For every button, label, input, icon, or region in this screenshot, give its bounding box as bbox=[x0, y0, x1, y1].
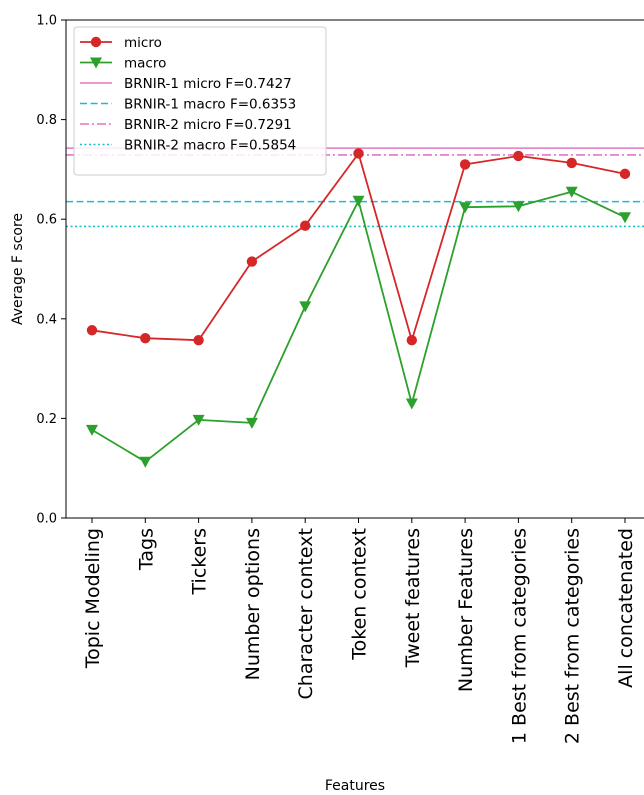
x-tick-label: Tags bbox=[135, 528, 157, 571]
x-tick-label: Number Features bbox=[455, 528, 477, 692]
data-point-macro bbox=[299, 301, 312, 313]
y-tick-label: 0.8 bbox=[36, 113, 57, 128]
legend-entry: macro bbox=[80, 56, 166, 72]
legend-entry: micro bbox=[80, 35, 162, 51]
legend-entry: BRNIR-2 macro F=0.5854 bbox=[80, 138, 296, 154]
legend-entry: BRNIR-2 micro F=0.7291 bbox=[80, 117, 292, 133]
data-point-macro bbox=[459, 202, 472, 214]
y-axis-label: Average F score bbox=[10, 213, 26, 325]
data-point-macro bbox=[565, 186, 578, 198]
data-point-macro bbox=[245, 417, 258, 429]
x-tick-label: Token context bbox=[349, 528, 371, 661]
data-point-micro bbox=[300, 220, 311, 231]
legend-label: macro bbox=[124, 56, 166, 72]
data-point-micro bbox=[193, 335, 204, 346]
x-tick-label: Number options bbox=[242, 528, 264, 680]
data-point-micro bbox=[619, 168, 631, 180]
y-tick-label: 0.4 bbox=[36, 312, 57, 327]
data-point-micro bbox=[513, 150, 524, 162]
data-point-micro bbox=[86, 325, 98, 336]
y-tick-label: 0.6 bbox=[36, 213, 57, 228]
data-point-macro bbox=[352, 195, 365, 207]
series-markers bbox=[86, 148, 631, 468]
y-tick-label: 0.2 bbox=[36, 412, 57, 427]
x-tick-label: All concatenated bbox=[615, 528, 637, 688]
data-point-macro bbox=[86, 424, 98, 436]
x-axis-ticks: Topic Modeling Tags Tickers Number options C… bbox=[82, 518, 637, 744]
data-point-micro bbox=[353, 148, 364, 159]
y-tick-label: 1.0 bbox=[36, 14, 57, 29]
legend-label: BRNIR-2 micro F=0.7291 bbox=[124, 117, 292, 133]
legend-box bbox=[73, 26, 327, 176]
x-axis-label: Features bbox=[325, 778, 385, 794]
x-tick-label: 2 Best from categories bbox=[562, 528, 584, 744]
y-tick-label: 0.0 bbox=[36, 512, 57, 527]
data-point-micro bbox=[406, 335, 417, 346]
data-point-micro bbox=[140, 333, 151, 344]
legend-entry: BRNIR-1 micro F=0.7427 bbox=[80, 76, 292, 92]
legend-marker bbox=[90, 57, 102, 69]
legend-label: micro bbox=[124, 35, 162, 51]
x-tick-label: Character context bbox=[295, 528, 317, 699]
data-point-macro bbox=[405, 398, 418, 410]
data-point-micro bbox=[459, 159, 471, 170]
data-point-micro bbox=[566, 157, 577, 169]
x-tick-label: Topic Modeling bbox=[82, 528, 104, 669]
legend-marker bbox=[90, 36, 102, 48]
legend: micro macro BRNIR-1 micro F=0.7427 BRNIR-1 … bbox=[73, 26, 327, 176]
legend-entry: BRNIR-1 macro F=0.6353 bbox=[80, 97, 296, 113]
axes bbox=[65, 19, 644, 519]
x-tick-label: 1 Best from categories bbox=[508, 528, 530, 744]
legend-label: BRNIR-2 macro F=0.5854 bbox=[124, 138, 296, 154]
legend-label: BRNIR-1 macro F=0.6353 bbox=[124, 97, 296, 113]
data-point-micro bbox=[246, 256, 258, 267]
data-point-macro bbox=[139, 456, 152, 468]
data-point-macro bbox=[619, 212, 631, 224]
y-axis-ticks: 0.0 0.2 0.4 0.6 0.8 1.0 bbox=[36, 14, 66, 527]
legend-label: BRNIR-1 micro F=0.7427 bbox=[124, 76, 292, 92]
data-point-macro bbox=[512, 201, 525, 213]
x-tick-label: Tweet features bbox=[402, 528, 424, 668]
x-tick-label: Tickers bbox=[189, 528, 211, 595]
data-point-macro bbox=[192, 414, 205, 426]
